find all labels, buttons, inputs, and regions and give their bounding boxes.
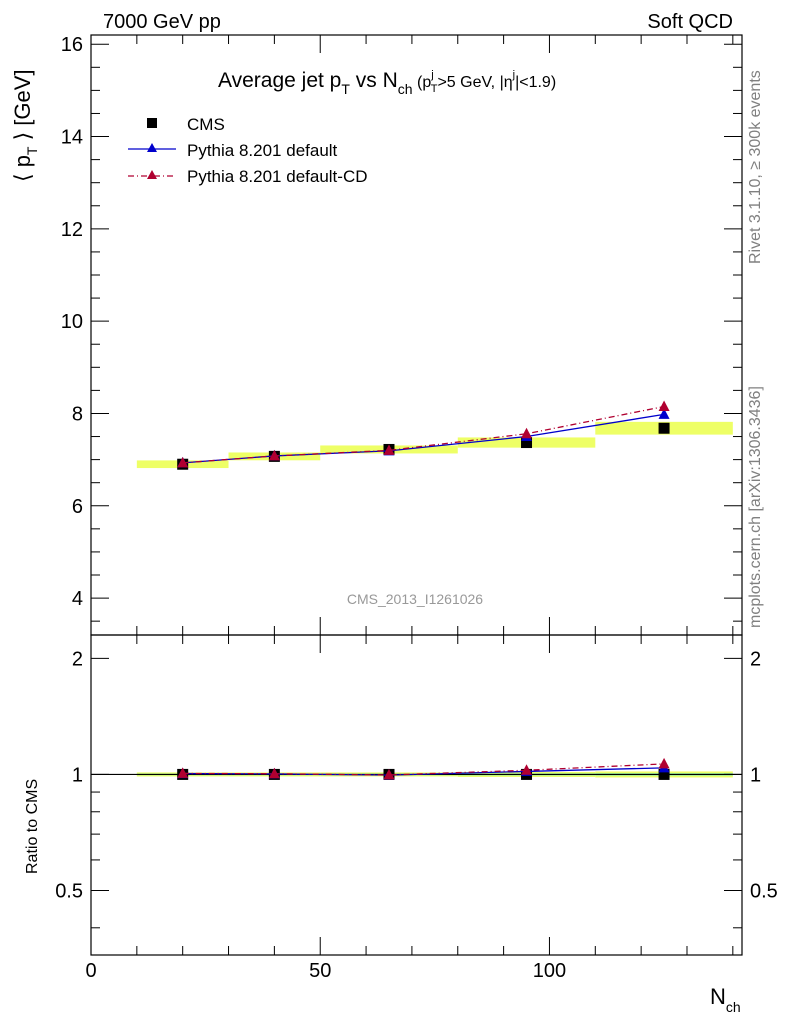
main-ytick-label: 4 bbox=[72, 588, 83, 610]
ratio-pythia-point-2 bbox=[383, 768, 395, 780]
ratio-pythia-point-2 bbox=[177, 767, 189, 778]
ratio-pythia-point-2 bbox=[268, 767, 280, 779]
xtick-label: 100 bbox=[533, 960, 566, 982]
legend: CMS Pythia 8.201 default Pythia 8.201 de… bbox=[128, 115, 368, 186]
main-line-2 bbox=[182, 405, 665, 464]
mcplots-label: mcplots.cern.ch [arXiv:1306.3436] bbox=[747, 386, 764, 628]
main-ytick-label: 8 bbox=[72, 403, 83, 425]
main-ytick-label: 10 bbox=[61, 311, 83, 333]
main-pythia-point-2 bbox=[521, 427, 533, 439]
legend-label-default: Pythia 8.201 default bbox=[187, 141, 338, 160]
ratio-pythia-point-2 bbox=[521, 764, 533, 775]
ratio-ytick-label-right: 0.5 bbox=[750, 880, 778, 902]
ratio-pythia-point-2 bbox=[658, 757, 670, 769]
main-pythia-point-2 bbox=[658, 400, 670, 412]
xlabel: Nch bbox=[710, 984, 741, 1015]
main-pythia-point-2 bbox=[383, 444, 395, 455]
ratio-ytick-label-left: 1 bbox=[72, 764, 83, 786]
main-ytick-label: 14 bbox=[61, 127, 83, 149]
ratio-ytick-label-right: 2 bbox=[750, 648, 761, 670]
xtick-label: 0 bbox=[85, 960, 96, 982]
ratio-frame bbox=[90, 634, 743, 956]
main-ylabel: ⟨ pT ⟩ [GeV] bbox=[10, 69, 40, 182]
main-ytick-label: 12 bbox=[61, 219, 83, 241]
watermark: CMS_2013_I1261026 bbox=[347, 591, 483, 607]
ratio-ytick-label-left: 2 bbox=[72, 648, 83, 670]
legend-label-cms: CMS bbox=[187, 115, 225, 134]
main-pythia-point-2 bbox=[268, 449, 280, 461]
legend-label-cd: Pythia 8.201 default-CD bbox=[187, 167, 368, 186]
ratio-ylabel: Ratio to CMS bbox=[24, 779, 41, 874]
legend-marker-cms bbox=[147, 118, 157, 128]
ratio-ytick-label-left: 0.5 bbox=[55, 880, 83, 902]
legend-marker-default bbox=[147, 143, 157, 152]
main-ytick-label: 6 bbox=[72, 496, 83, 518]
ratio-line-2 bbox=[182, 763, 665, 776]
main-cms-point bbox=[521, 437, 533, 449]
ratio-cms-point bbox=[658, 768, 670, 780]
xtick-label: 50 bbox=[309, 960, 331, 982]
main-pythia-point-1 bbox=[658, 408, 670, 419]
header-right: Soft QCD bbox=[647, 11, 733, 33]
data-marks bbox=[177, 400, 670, 780]
legend-marker-cd bbox=[147, 170, 157, 179]
main-pythia-point-2 bbox=[177, 456, 189, 468]
main-cms-point bbox=[658, 422, 670, 434]
chart-title: Average jet pT vs Nch (pj T>5 GeV, |ηj|<1… bbox=[218, 69, 556, 97]
header-left: 7000 GeV pp bbox=[103, 11, 221, 33]
rivet-label: Rivet 3.1.10, ≥ 300k events bbox=[747, 70, 764, 264]
ratio-ytick-label-right: 1 bbox=[750, 764, 761, 786]
main-ytick-label: 16 bbox=[61, 34, 83, 56]
